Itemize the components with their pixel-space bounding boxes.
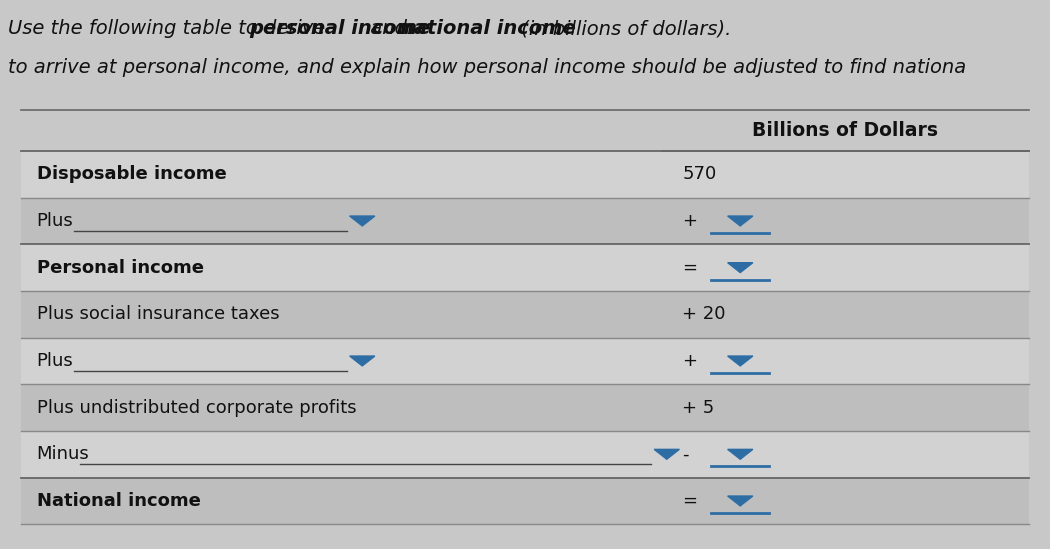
Polygon shape <box>728 449 753 459</box>
Text: +: + <box>682 212 697 230</box>
Text: + 20: + 20 <box>682 305 726 323</box>
FancyBboxPatch shape <box>21 151 1029 198</box>
Text: Plus: Plus <box>37 212 74 230</box>
Polygon shape <box>350 216 375 226</box>
FancyBboxPatch shape <box>21 198 1029 244</box>
Polygon shape <box>350 356 375 366</box>
Polygon shape <box>654 449 679 459</box>
FancyBboxPatch shape <box>21 291 1029 338</box>
Text: Minus: Minus <box>37 445 89 463</box>
Text: Disposable income: Disposable income <box>37 165 227 183</box>
Text: personal income: personal income <box>250 19 430 38</box>
Text: (in billions of dollars).: (in billions of dollars). <box>514 19 731 38</box>
Text: =: = <box>682 259 697 277</box>
Text: and: and <box>364 19 414 38</box>
Text: =: = <box>682 492 697 510</box>
Text: Plus: Plus <box>37 352 74 370</box>
Text: Use the following table to derive: Use the following table to derive <box>8 19 332 38</box>
Polygon shape <box>728 216 753 226</box>
FancyBboxPatch shape <box>21 431 1029 478</box>
FancyBboxPatch shape <box>21 244 1029 291</box>
Polygon shape <box>728 262 753 272</box>
FancyBboxPatch shape <box>21 384 1029 431</box>
FancyBboxPatch shape <box>21 478 1029 524</box>
Text: to arrive at personal income, and explain how personal income should be adjusted: to arrive at personal income, and explai… <box>8 58 967 77</box>
Polygon shape <box>728 356 753 366</box>
Text: Plus social insurance taxes: Plus social insurance taxes <box>37 305 279 323</box>
FancyBboxPatch shape <box>21 338 1029 384</box>
Text: Billions of Dollars: Billions of Dollars <box>752 121 939 140</box>
Text: Personal income: Personal income <box>37 259 204 277</box>
Text: +: + <box>682 352 697 370</box>
Text: + 5: + 5 <box>682 399 715 417</box>
Text: Plus undistributed corporate profits: Plus undistributed corporate profits <box>37 399 356 417</box>
Text: 570: 570 <box>682 165 717 183</box>
Text: National income: National income <box>37 492 201 510</box>
Text: national income: national income <box>400 19 575 38</box>
Text: -: - <box>682 445 689 463</box>
Polygon shape <box>728 496 753 506</box>
